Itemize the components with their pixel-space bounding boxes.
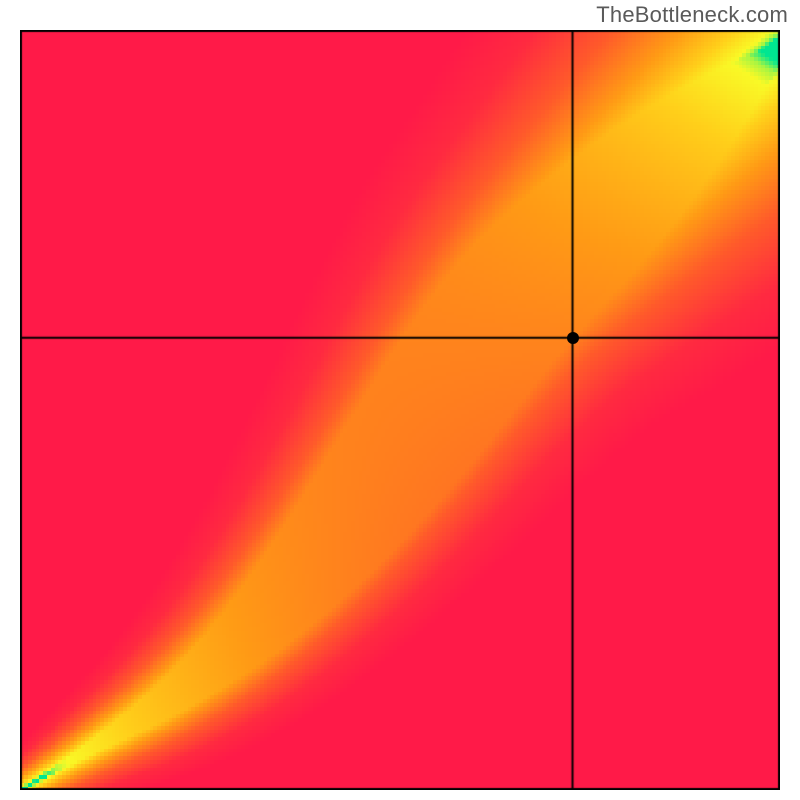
- plot-area: [20, 30, 780, 790]
- heatmap-canvas: [20, 30, 780, 790]
- chart-container: TheBottleneck.com: [0, 0, 800, 800]
- watermark-text: TheBottleneck.com: [596, 2, 788, 28]
